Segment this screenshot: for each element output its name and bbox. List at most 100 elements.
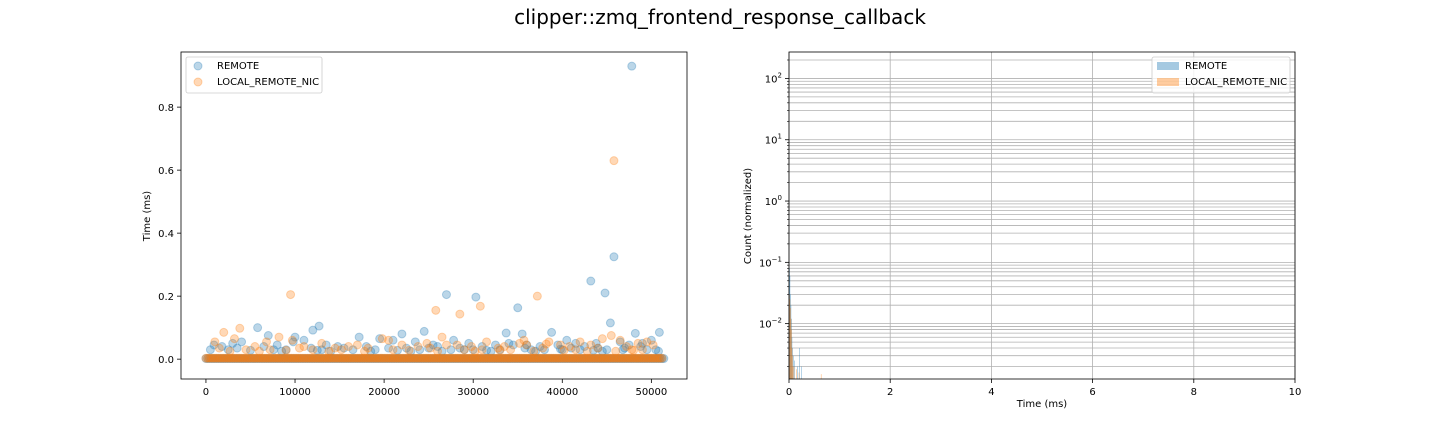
scatter-point xyxy=(493,354,503,364)
scatter-y-ticks: 0.0 0.2 0.4 0.6 0.8 xyxy=(158,103,181,366)
scatter-point xyxy=(319,353,329,363)
histogram-bar xyxy=(820,374,822,379)
histogram-legend-label-remote: REMOTE xyxy=(1185,61,1227,72)
scatter-point xyxy=(655,353,665,363)
scatter-point xyxy=(315,354,325,364)
scatter-point xyxy=(245,354,255,364)
histogram-legend: REMOTE LOCAL_REMOTE_NIC xyxy=(1151,56,1291,94)
scatter-point xyxy=(363,343,373,353)
scatter-point xyxy=(324,354,334,364)
scatter-point xyxy=(263,353,273,363)
histogram-bar xyxy=(789,299,791,379)
scatter-point xyxy=(352,353,362,363)
scatter-point xyxy=(388,353,398,363)
scatter-point xyxy=(224,354,234,364)
histogram-bar xyxy=(791,329,792,379)
scatter-point xyxy=(352,340,362,350)
scatter-point xyxy=(488,354,498,364)
scatter-point xyxy=(529,353,539,363)
scatter-point xyxy=(274,354,284,364)
scatter-point xyxy=(502,353,512,363)
scatter-panel: 0 10000 20000 30000 40000 50000 0.00.20.40.60… xyxy=(142,51,688,398)
scatter-point xyxy=(379,354,389,364)
scatter-point xyxy=(570,354,580,364)
scatter-point xyxy=(384,354,394,364)
scatter-point xyxy=(580,342,590,352)
scatter-point xyxy=(605,353,615,363)
scatter-point xyxy=(642,337,652,347)
scatter-point xyxy=(247,354,257,364)
scatter-point xyxy=(527,353,537,363)
scatter-point xyxy=(354,353,364,363)
scatter-point xyxy=(294,354,304,364)
scatter-point xyxy=(372,353,382,363)
scatter-point xyxy=(242,353,252,363)
scatter-point xyxy=(602,353,612,363)
scatter-point xyxy=(413,353,423,363)
scatter-point xyxy=(406,346,416,356)
scatter-point xyxy=(299,354,309,364)
scatter-point xyxy=(224,353,234,363)
scatter-point xyxy=(384,335,394,345)
scatter-point xyxy=(231,353,241,363)
scatter-point xyxy=(609,156,619,166)
scatter-point xyxy=(573,354,583,364)
histogram-bars xyxy=(789,268,822,379)
scatter-point xyxy=(584,353,594,363)
scatter-point xyxy=(238,354,248,364)
scatter-point xyxy=(429,354,439,364)
scatter-point xyxy=(381,353,391,363)
scatter-point xyxy=(563,354,573,364)
scatter-point xyxy=(343,342,353,352)
scatter-point xyxy=(627,61,637,71)
scatter-point xyxy=(477,342,487,352)
scatter-point xyxy=(559,353,569,363)
scatter-point xyxy=(468,353,478,363)
scatter-point xyxy=(639,353,649,363)
scatter-point xyxy=(297,354,307,364)
scatter-point xyxy=(459,353,469,363)
scatter-point xyxy=(616,354,626,364)
scatter-point xyxy=(413,354,423,364)
scatter-point xyxy=(548,354,558,364)
scatter-point xyxy=(613,354,623,364)
scatter-point xyxy=(402,354,412,364)
scatter-point xyxy=(591,353,601,363)
scatter-point xyxy=(604,354,614,364)
scatter-point xyxy=(215,353,225,363)
scatter-point xyxy=(605,354,615,364)
scatter-point xyxy=(463,354,473,364)
scatter-point xyxy=(507,354,517,364)
scatter-point xyxy=(475,354,485,364)
scatter-point xyxy=(653,353,663,363)
scatter-point xyxy=(596,354,606,364)
scatter-point xyxy=(386,354,396,364)
scatter-point xyxy=(630,328,640,338)
scatter-point xyxy=(539,345,549,355)
scatter-point xyxy=(544,337,554,347)
scatter-point xyxy=(519,335,529,345)
scatter-point xyxy=(633,338,643,348)
scatter-point xyxy=(450,354,460,364)
scatter-point xyxy=(655,354,665,364)
scatter-x-tick-label: 0 xyxy=(203,387,209,398)
scatter-point xyxy=(292,354,302,364)
scatter-point xyxy=(506,345,516,355)
scatter-point xyxy=(566,354,576,364)
scatter-point xyxy=(513,303,523,313)
scatter-point xyxy=(370,345,380,355)
scatter-point xyxy=(477,345,487,355)
histogram-series-local xyxy=(789,294,822,379)
histogram-y-tick-label: 10−1 xyxy=(759,255,782,269)
scatter-point xyxy=(490,353,500,363)
scatter-point xyxy=(433,354,443,364)
scatter-point xyxy=(241,345,251,355)
scatter-point xyxy=(377,354,387,364)
scatter-point xyxy=(281,354,291,364)
scatter-point xyxy=(584,354,594,364)
scatter-point xyxy=(515,354,525,364)
scatter-point xyxy=(281,345,291,355)
scatter-point xyxy=(376,354,386,364)
scatter-point xyxy=(532,353,542,363)
scatter-point xyxy=(384,353,394,363)
